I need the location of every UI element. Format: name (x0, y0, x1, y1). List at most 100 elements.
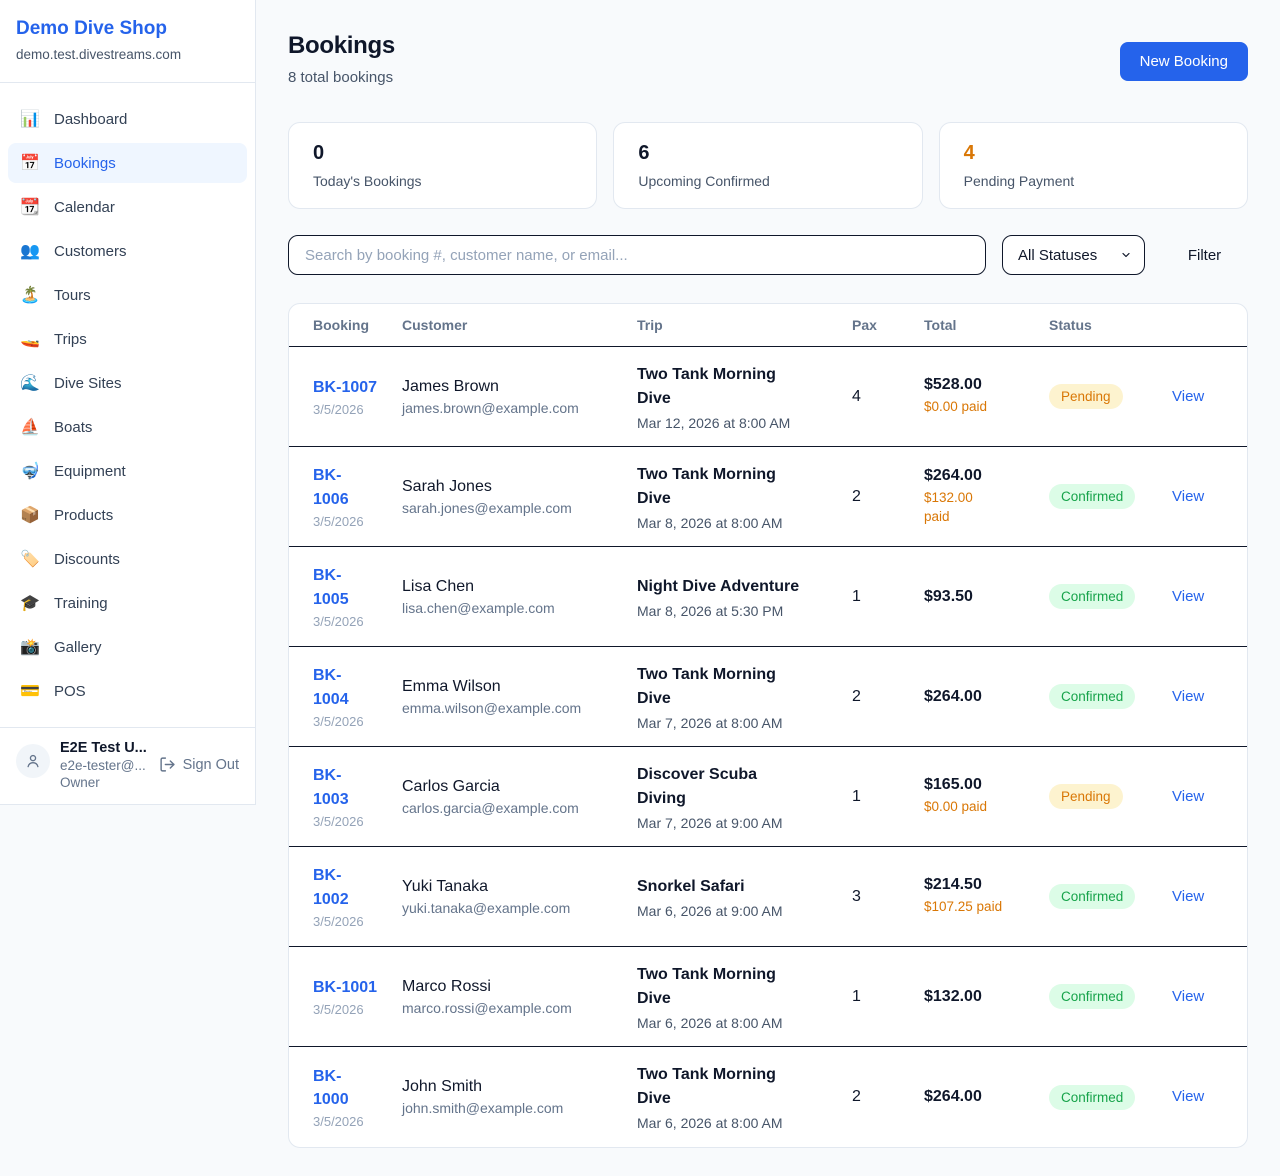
trip-name: Two Tank Morning Dive (637, 965, 776, 1007)
camera-flash-icon: 📸 (20, 639, 40, 656)
label-tag-icon: 🏷️ (20, 551, 40, 568)
sidebar-item-tours[interactable]: 🏝️ Tours (8, 275, 247, 315)
sidebar-item-label: Dashboard (54, 110, 128, 128)
view-link[interactable]: View (1172, 787, 1205, 805)
view-link[interactable]: View (1172, 987, 1205, 1005)
sidebar-item-gallery[interactable]: 📸 Gallery (8, 627, 247, 667)
view-link[interactable]: View (1172, 387, 1205, 405)
main-content: Bookings 8 total bookings New Booking 0 … (256, 0, 1280, 1176)
paid-amount: $107.25 paid (924, 899, 1003, 915)
booking-id-link[interactable]: BK- 1002 (313, 867, 349, 908)
column-header-status: Status (1049, 317, 1092, 333)
sidebar-item-label: Products (54, 506, 114, 524)
sidebar-item-label: Trips (54, 330, 87, 348)
user-info: E2E Test U... e2e-tester@... Owner (60, 740, 149, 790)
speedboat-icon: 🚤 (20, 331, 40, 348)
trip-datetime: Mar 6, 2026 at 8:00 AM (637, 1115, 783, 1131)
stats-cards: 0 Today's Bookings 6 Upcoming Confirmed … (288, 122, 1248, 209)
view-link[interactable]: View (1172, 487, 1205, 505)
trip-datetime: Mar 7, 2026 at 9:00 AM (637, 814, 783, 831)
search-input[interactable] (288, 235, 986, 275)
table-row: BK-1007 3/5/2026 James Brown james.brown@e… (289, 347, 1247, 447)
sidebar-item-bookings[interactable]: 📅 Bookings (8, 143, 247, 183)
filter-button[interactable]: Filter (1161, 247, 1248, 264)
booking-id-link[interactable]: BK-1001 (313, 978, 378, 996)
user-name: E2E Test U... (60, 740, 147, 756)
view-link[interactable]: View (1172, 887, 1205, 905)
sidebar-item-trips[interactable]: 🚤 Trips (8, 319, 247, 359)
trip-datetime: Mar 8, 2026 at 5:30 PM (637, 602, 784, 619)
view-link[interactable]: View (1172, 1088, 1205, 1105)
pax-count: 1 (852, 787, 861, 805)
customer-name: Carlos Garcia (402, 777, 500, 795)
calendar-icon: 📅 (20, 155, 40, 172)
sidebar-item-label: Training (54, 594, 108, 612)
view-link[interactable]: View (1172, 587, 1205, 605)
stat-card-todays-bookings: 0 Today's Bookings (288, 122, 598, 209)
credit-card-icon: 💳 (20, 683, 40, 700)
users-icon: 👥 (20, 243, 40, 260)
status-badge: Pending (1049, 384, 1123, 409)
trip-datetime: Mar 12, 2026 at 8:00 AM (637, 414, 791, 431)
page-title: Bookings (288, 32, 395, 59)
trip-name: Two Tank Morning Dive (637, 365, 776, 407)
sign-out-icon (159, 757, 175, 772)
table-row: BK- 1002 3/5/2026 Yuki Tanaka yuki.tanaka@… (289, 847, 1247, 947)
booking-id-link[interactable]: BK- 1000 (313, 1067, 349, 1108)
status-select[interactable]: All Statuses (1002, 235, 1145, 275)
total-amount: $264.00 (924, 466, 982, 484)
stat-label: Upcoming Confirmed (638, 173, 770, 189)
status-badge: Pending (1049, 784, 1123, 809)
status-badge: Confirmed (1049, 884, 1136, 909)
sidebar-item-training[interactable]: 🎓 Training (8, 583, 247, 623)
paid-amount: $0.00 paid (924, 399, 988, 415)
total-amount: $214.50 (924, 876, 982, 894)
booking-id-link[interactable]: BK- 1003 (313, 767, 349, 808)
customer-name: Lisa Chen (402, 577, 475, 595)
sidebar-item-dashboard[interactable]: 📊 Dashboard (8, 99, 247, 139)
customer-name: Sarah Jones (402, 477, 492, 495)
sidebar-item-boats[interactable]: ⛵ Boats (8, 407, 247, 447)
bar-chart-icon: 📊 (20, 111, 40, 128)
column-header-customer: Customer (402, 317, 468, 333)
booking-id-link[interactable]: BK- 1004 (313, 667, 349, 708)
column-header-total: Total (924, 317, 957, 333)
sidebar-item-discounts[interactable]: 🏷️ Discounts (8, 539, 247, 579)
customer-email: carlos.garcia@example.com (402, 799, 579, 816)
booking-id-link[interactable]: BK- 1005 (313, 567, 349, 608)
booking-date: 3/5/2026 (313, 713, 364, 729)
customer-name: Marco Rossi (402, 977, 491, 995)
paid-amount: $0.00 paid (924, 799, 988, 815)
sidebar-item-label: Equipment (54, 462, 126, 480)
package-icon: 📦 (20, 507, 40, 524)
view-link[interactable]: View (1172, 687, 1205, 705)
booking-id-link[interactable]: BK-1007 (313, 378, 378, 396)
trip-datetime: Mar 7, 2026 at 8:00 AM (637, 714, 783, 731)
diving-mask-icon: 🤿 (20, 463, 40, 480)
stat-card-pending-payment: 4 Pending Payment (938, 122, 1248, 209)
customer-name: Yuki Tanaka (402, 877, 488, 895)
sidebar-item-dive-sites[interactable]: 🌊 Dive Sites (8, 363, 247, 403)
avatar (16, 744, 50, 778)
trip-datetime: Mar 6, 2026 at 9:00 AM (637, 902, 783, 919)
sidebar-item-calendar[interactable]: 📆 Calendar (8, 187, 247, 227)
sidebar-item-label: Dive Sites (54, 374, 122, 392)
sidebar-item-products[interactable]: 📦 Products (8, 495, 247, 535)
filter-bar: All Statuses Filter (288, 235, 1248, 275)
sidebar-item-label: Boats (54, 418, 93, 436)
stat-label: Pending Payment (963, 173, 1075, 189)
pax-count: 4 (852, 387, 861, 405)
new-booking-button[interactable]: New Booking (1119, 42, 1248, 81)
sign-out-button[interactable]: Sign Out (159, 756, 239, 773)
sidebar-item-pos[interactable]: 💳 POS (8, 671, 247, 711)
trip-name: Snorkel Safari (637, 877, 745, 895)
user-role: Owner (60, 775, 100, 790)
booking-date: 3/5/2026 (313, 913, 364, 929)
wave-icon: 🌊 (20, 375, 40, 392)
customer-email: marco.rossi@example.com (402, 999, 572, 1016)
sidebar-item-customers[interactable]: 👥 Customers (8, 231, 247, 271)
sidebar-item-equipment[interactable]: 🤿 Equipment (8, 451, 247, 491)
table-row: BK- 1006 3/5/2026 Sarah Jones sarah.jones@… (289, 447, 1247, 547)
pax-count: 2 (852, 1088, 861, 1105)
booking-id-link[interactable]: BK- 1006 (313, 467, 349, 508)
